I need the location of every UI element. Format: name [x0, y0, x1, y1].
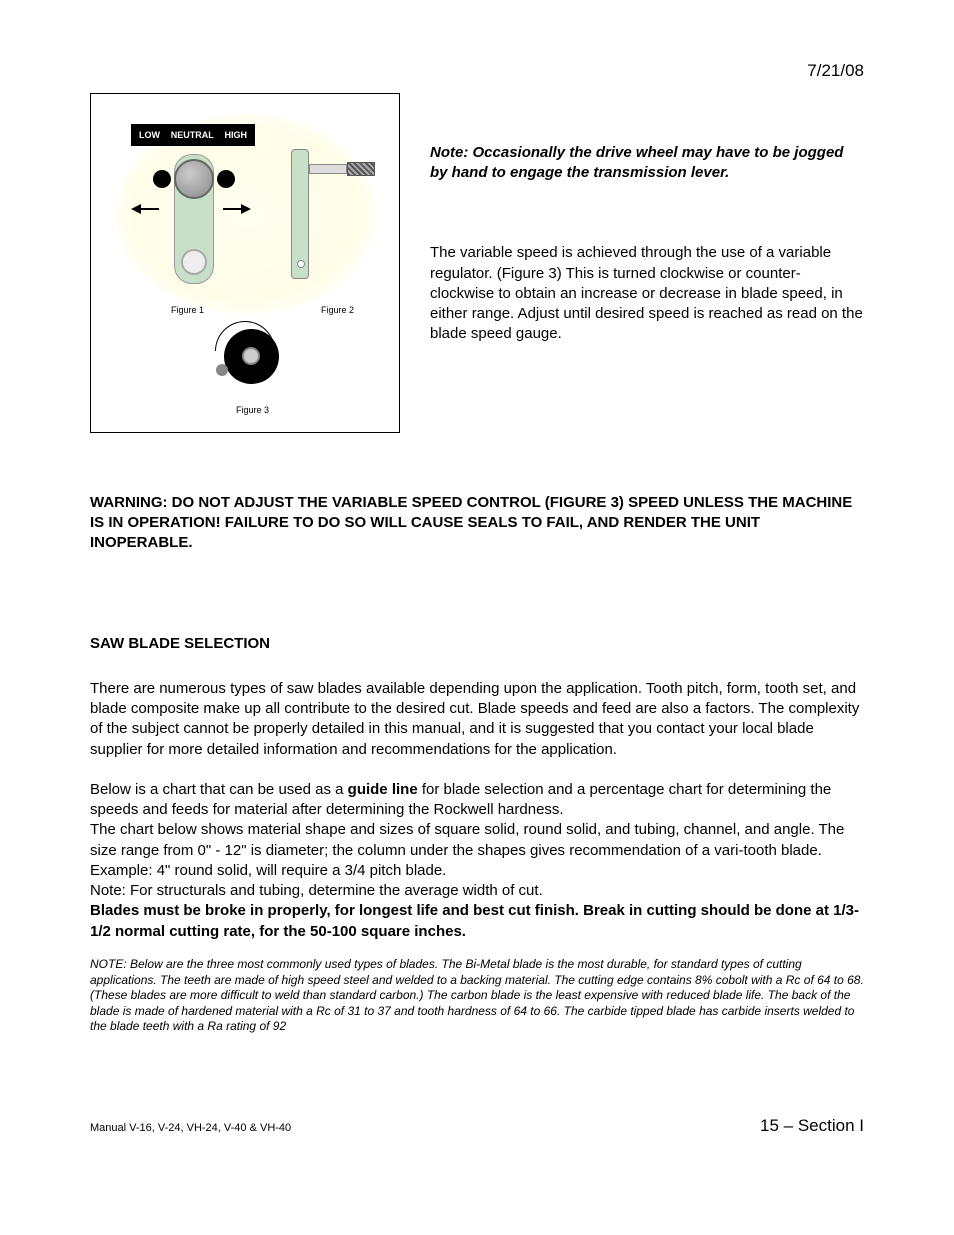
variable-speed-paragraph: The variable speed is achieved through t… — [430, 243, 864, 344]
switch-label-plate: LOW NEUTRAL HIGH — [131, 124, 255, 146]
footer-manual-ref: Manual V-16, V-24, VH-24, V-40 & VH-40 — [90, 1121, 291, 1136]
figure-1-caption: Figure 1 — [171, 304, 204, 316]
drive-wheel-note: Note: Occasionally the drive wheel may h… — [430, 143, 864, 184]
switch-low-label: LOW — [137, 129, 162, 141]
lever-pivot — [181, 249, 207, 275]
figure-3 — [211, 329, 291, 384]
switch-neutral-label: NEUTRAL — [169, 129, 216, 141]
fig2-arm — [309, 164, 347, 174]
top-section: LOW NEUTRAL HIGH — [90, 93, 864, 433]
footer-page-number: 15 – Section I — [760, 1115, 864, 1138]
page-footer: Manual V-16, V-24, VH-24, V-40 & VH-40 1… — [90, 1115, 864, 1138]
blade-intro-paragraph: There are numerous types of saw blades a… — [90, 679, 864, 760]
fig3-wheel — [224, 329, 279, 384]
figure-box: LOW NEUTRAL HIGH — [90, 93, 400, 433]
warning-paragraph: WARNING: DO NOT ADJUST THE VARIABLE SPEE… — [90, 493, 864, 554]
arrow-right-line — [223, 208, 241, 210]
switch-high-label: HIGH — [223, 129, 250, 141]
section-heading: SAW BLADE SELECTION — [90, 634, 864, 654]
figure-1: LOW NEUTRAL HIGH — [131, 124, 261, 284]
arrow-left-line — [141, 208, 159, 210]
structurals-note: Note: For structurals and tubing, determ… — [90, 881, 864, 901]
fig2-grip — [347, 162, 375, 176]
page-date: 7/21/08 — [90, 60, 864, 83]
figure-2 — [291, 149, 391, 279]
chart-guideline-paragraph: Below is a chart that can be used as a g… — [90, 780, 864, 821]
figure-2-caption: Figure 2 — [321, 304, 354, 316]
right-text-column: Note: Occasionally the drive wheel may h… — [430, 93, 864, 433]
lever-stop-left — [153, 170, 171, 188]
fig2-bracket — [291, 149, 309, 279]
chart-shape-paragraph: The chart below shows material shape and… — [90, 820, 864, 881]
figure-3-caption: Figure 3 — [236, 404, 269, 416]
arrow-right-icon — [241, 204, 251, 214]
guideline-pre: Below is a chart that can be used as a — [90, 781, 348, 798]
arrow-left-icon — [131, 204, 141, 214]
break-in-paragraph: Blades must be broke in properly, for lo… — [90, 901, 864, 942]
lever-knob — [174, 159, 214, 199]
lever-stop-right — [217, 170, 235, 188]
fig3-knob — [216, 364, 228, 376]
fig3-hub — [242, 347, 260, 365]
lever-assembly — [131, 154, 261, 284]
guideline-bold: guide line — [348, 781, 418, 798]
fig2-hole — [297, 260, 305, 268]
blade-types-footnote: NOTE: Below are the three most commonly … — [90, 957, 864, 1035]
